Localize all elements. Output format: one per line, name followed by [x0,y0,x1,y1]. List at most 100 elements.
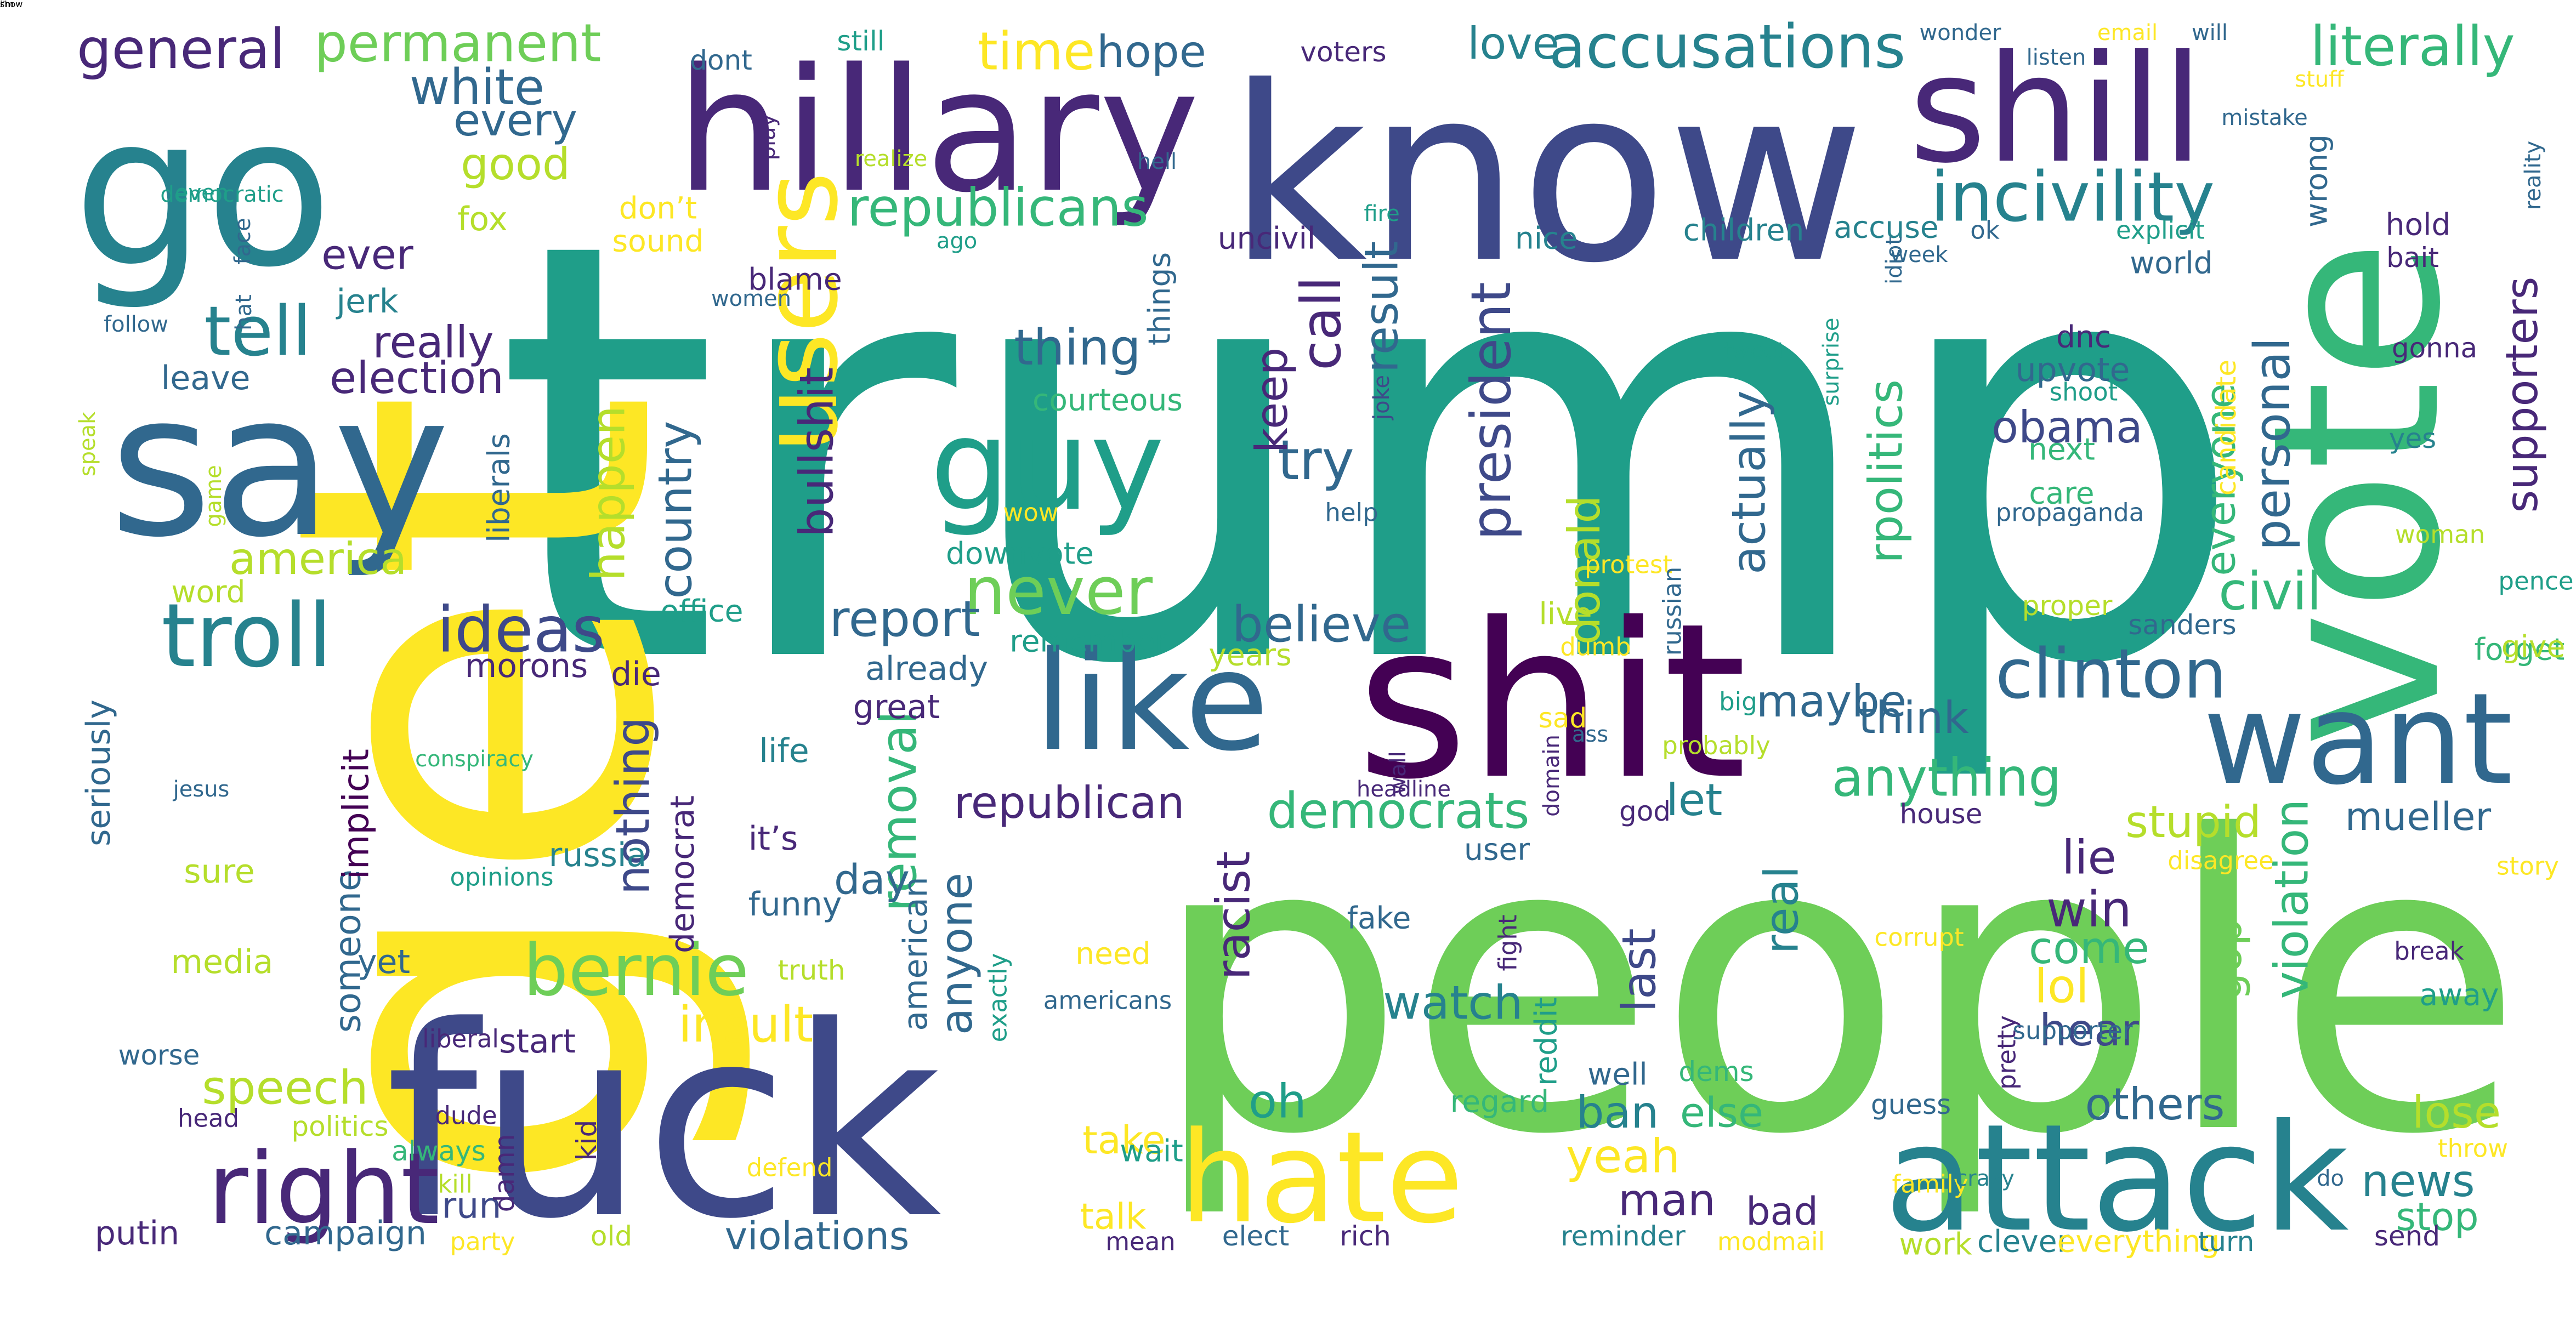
word-reminder: reminder [1561,1220,1686,1252]
word-say: say [109,351,450,581]
word-talk: talk [1080,1196,1147,1238]
word-always: always [391,1135,486,1167]
word-else: else [1679,1088,1764,1137]
word-story: story [2496,851,2559,881]
word-fox: fox [457,200,508,238]
word-live: live [1539,596,1592,631]
word-realize: realize [854,146,928,172]
word-keep: keep [1246,347,1297,453]
word-shill: shill [1909,23,2204,196]
word-im: i’m [0,0,14,9]
word-tell: tell [204,292,311,372]
word-really: really [372,317,494,368]
word-gonna: gonna [2391,332,2478,364]
word-country: country [648,420,703,599]
word-damn: damn [489,1134,520,1213]
word-americans: americans [1043,986,1172,1015]
word-clever: clever [1977,1224,2070,1259]
word-sad: sad [1538,702,1587,734]
word-yeah: yeah [1565,1129,1681,1184]
word-care: care [2029,475,2095,511]
word-yes: yes [2388,423,2437,454]
word-insult: insult [678,996,814,1054]
word-try: try [1278,428,1354,492]
word-propaganda: propaganda [1995,498,2144,527]
word-liberals: liberals [481,433,517,543]
word-democrat: democrat [663,795,702,954]
word-every: every [453,95,578,146]
word-surprise: surprise [1819,317,1844,406]
word-watch: watch [1383,976,1523,1031]
word-mean: mean [1105,1227,1176,1256]
word-time: time [977,21,1096,82]
word-modmail: modmail [1717,1227,1825,1256]
word-turn: turn [2198,1226,2255,1258]
word-leave: leave [161,359,251,397]
word-go: go [73,70,333,313]
word-result: result [1354,241,1409,373]
word-accusations: accusations [1548,12,1906,82]
word-explicit: explicit [2116,215,2205,245]
word-great: great [853,688,940,726]
word-violations: violations [724,1214,910,1259]
word-obama: obama [1991,402,2143,453]
word-election: election [330,352,504,403]
word-russian: russian [1658,566,1687,656]
word-stop: stop [2396,1194,2479,1239]
word-pence: pence [2498,566,2574,596]
word-kid: kid [571,1119,603,1161]
word-hate: hate [1179,1105,1464,1251]
word-wait: wait [1120,1133,1183,1169]
word-last: last [1612,928,1667,1012]
word-ban: ban [1576,1087,1659,1138]
word-exactly: exactly [983,953,1013,1043]
word-lose: lose [2412,1087,2501,1138]
word-republican: republican [954,777,1185,828]
word-speech: speech [202,1061,368,1116]
word-racist: racist [1206,851,1261,980]
word-stuff: stuff [2295,67,2344,92]
word-probably: probably [1662,731,1771,760]
word-report: report [829,590,980,648]
word-crazy: crazy [1955,1166,2015,1191]
word-already: already [865,650,989,688]
word-hold: hold [2385,207,2451,242]
word-corrupt: corrupt [1874,923,1964,952]
word-liberal: liberal [422,1024,499,1054]
word-gop: gop [2200,918,2251,1001]
word-man: man [1618,1175,1716,1226]
word-follow: follow [104,312,168,337]
word-run: run [441,1185,502,1227]
word-mueller: mueller [2345,794,2492,839]
word-jesus: jesus [173,777,230,802]
word-hope: hope [1097,26,1206,77]
word-shit: shit [1357,577,1747,826]
word-office: office [660,593,744,629]
word-others: others [2085,1079,2225,1130]
word-listen: listen [2026,45,2086,70]
word-its: it’s [748,820,798,858]
word-protest: protest [1584,550,1673,579]
word-world: world [2130,245,2213,281]
word-reddit: reddit [1528,997,1564,1086]
word-downvote: downvote [945,536,1094,571]
word-tweet: tweet [1723,338,1786,363]
word-right: right [207,1132,440,1247]
word-shoot: shoot [2049,377,2118,407]
word-let: let [1666,775,1723,826]
word-game: game [201,465,226,527]
word-accuse: accuse [1834,209,1939,245]
word-anything: anything [1831,748,2062,809]
word-help: help [1325,498,1378,527]
word-trump: trump [493,120,2248,790]
word-dems: dems [1678,1056,1754,1088]
word-lol: lol [2034,959,2089,1014]
word-well: well [1587,1056,1648,1092]
word-worse: worse [118,1039,200,1071]
word-know: know [1227,35,1865,316]
word-speak: speak [75,411,100,477]
word-never: never [963,554,1153,630]
word-blame: blame [748,261,842,297]
word-week: week [1890,242,1948,268]
word-actually: actually [1722,390,1777,574]
